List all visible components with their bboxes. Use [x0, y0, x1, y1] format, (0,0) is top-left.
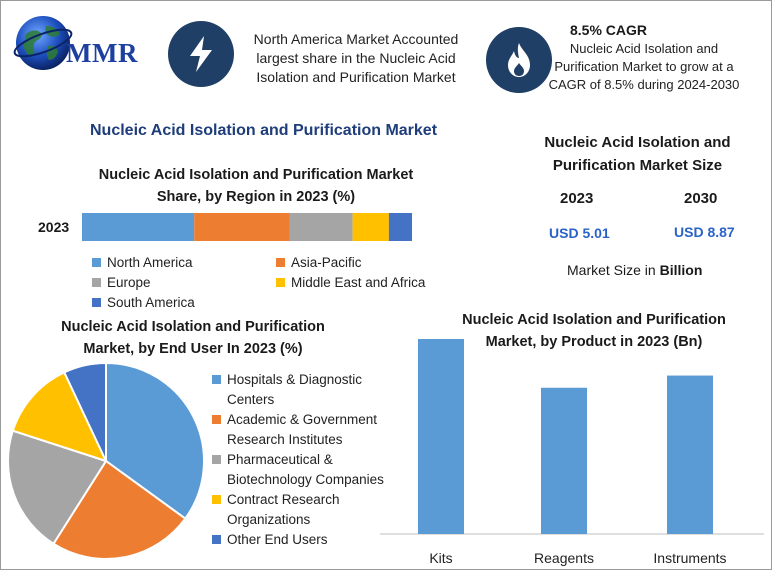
lightning-badge — [168, 21, 234, 87]
region-chart-title: Nucleic Acid Isolation and Purification … — [98, 167, 414, 205]
region-bar-segment-north-america — [82, 213, 195, 241]
legend-swatch — [92, 298, 101, 307]
legend-pharma: Pharmaceutical & Biotechnology Companies — [212, 450, 412, 490]
main-title: Nucleic Acid Isolation and Purification … — [90, 122, 438, 139]
flame-badge — [486, 27, 552, 93]
legend-label: Contract Research Organizations — [227, 492, 340, 527]
logo: MMR — [12, 12, 157, 74]
globe-icon — [13, 16, 73, 70]
legend-label: Europe — [107, 275, 151, 290]
legend-academic: Academic & Government Research Institute… — [212, 410, 412, 450]
flame-icon — [508, 43, 530, 77]
legend-swatch — [276, 258, 285, 267]
market-size-unit-bold: Billion — [659, 262, 703, 278]
cagr-title: 8.5% CAGR — [570, 22, 648, 38]
legend-other: Other End Users — [212, 530, 412, 550]
legend-swatch — [212, 415, 221, 424]
product-bar-instruments — [667, 375, 713, 534]
legend-label: South America — [107, 295, 195, 310]
market-size-value-2023: USD 5.01 — [549, 225, 610, 241]
legend-label: Pharmaceutical & Biotechnology Companies — [227, 452, 384, 487]
end-user-chart-title: Nucleic Acid Isolation and Purification … — [61, 319, 325, 357]
market-size-year-2030: 2030 — [684, 190, 718, 207]
product-chart-title: Nucleic Acid Isolation and Purification … — [462, 312, 726, 350]
legend-middle-east-africa: Middle East and Africa — [276, 273, 425, 293]
legend-label: Academic & Government Research Institute… — [227, 412, 378, 447]
market-size-title: Nucleic Acid Isolation and Purification … — [544, 134, 731, 174]
legend-swatch — [212, 535, 221, 544]
product-category-label: Reagents — [534, 550, 594, 566]
legend-north-america: North America — [92, 253, 193, 273]
legend-swatch — [276, 278, 285, 287]
region-bar-segment-middle-east-and-africa — [352, 213, 389, 241]
legend-swatch — [212, 455, 221, 464]
region-chart-category-label: 2023 — [38, 219, 70, 235]
legend-swatch — [212, 375, 221, 384]
pie-slice-2 — [7, 429, 108, 546]
product-bar-reagents — [541, 387, 587, 534]
pie-slice-1 — [52, 459, 187, 560]
legend-label: Other End Users — [227, 532, 328, 547]
legend-hospitals: Hospitals & Diagnostic Centers — [212, 370, 412, 410]
market-size-unit-prefix: Market Size in — [567, 262, 660, 278]
legend-swatch — [92, 278, 101, 287]
legend-label: North America — [107, 255, 193, 270]
product-bar-chart: Kits Reagents Instruments — [380, 339, 764, 566]
product-category-label: Instruments — [653, 550, 726, 566]
legend-europe: Europe — [92, 273, 151, 293]
cagr-text: Nucleic Acid Isolation and Purification … — [548, 41, 740, 92]
region-bar-segment-south-america — [388, 213, 412, 241]
pie-slice-0 — [105, 361, 205, 520]
market-size-value-2030: USD 8.87 — [674, 224, 735, 240]
legend-swatch — [212, 495, 221, 504]
end-user-legend: Hospitals & Diagnostic Centers Academic … — [212, 370, 412, 550]
region-stacked-bar — [82, 213, 412, 241]
lightning-icon — [190, 36, 212, 72]
legend-asia-pacific: Asia-Pacific — [276, 253, 362, 273]
product-bar-kits — [418, 339, 464, 534]
legend-label: Asia-Pacific — [291, 255, 362, 270]
market-size-unit: Market Size in Billion — [567, 262, 702, 278]
product-category-label: Kits — [429, 550, 452, 566]
legend-south-america: South America — [92, 293, 195, 313]
legend-swatch — [92, 258, 101, 267]
legend-label: Middle East and Africa — [291, 275, 426, 290]
region-bar-segment-asia-pacific — [194, 213, 290, 241]
pie-slice-4 — [62, 361, 107, 462]
region-bar-segment-europe — [289, 213, 353, 241]
market-size-year-2023: 2023 — [560, 190, 594, 207]
legend-label: Hospitals & Diagnostic Centers — [227, 372, 363, 407]
pie-slice-3 — [11, 370, 108, 463]
legend-cro: Contract Research Organizations — [212, 490, 412, 530]
logo-text: MMR — [66, 38, 138, 68]
end-user-pie-chart — [7, 361, 205, 560]
region-callout-text: North America Market Accounted largest s… — [253, 31, 459, 85]
